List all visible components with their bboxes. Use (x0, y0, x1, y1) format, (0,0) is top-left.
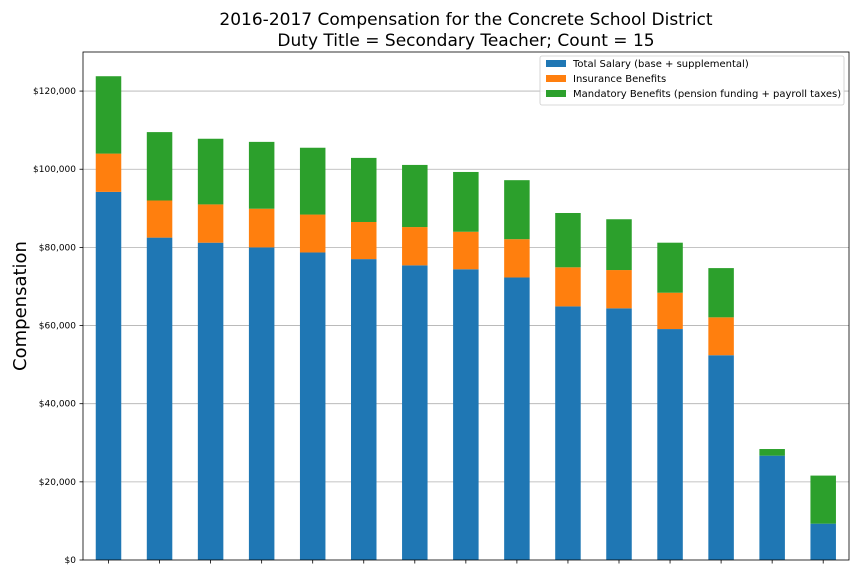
bar-segment (248, 208, 275, 248)
bar-segment (402, 265, 428, 560)
bar-segment (197, 138, 224, 205)
legend-swatch (546, 75, 566, 82)
bar-segment (708, 317, 734, 356)
bar-segment (95, 153, 122, 192)
y-tick-label: $100,000 (33, 165, 76, 175)
y-tick-label: $120,000 (33, 87, 76, 97)
bars (95, 76, 836, 561)
y-tick-label: $40,000 (39, 400, 76, 410)
bar-segment (146, 200, 173, 238)
bar-segment (351, 157, 377, 222)
legend-label: Mandatory Benefits (pension funding + pa… (573, 89, 841, 100)
bar-segment (504, 239, 530, 278)
bar-segment (555, 267, 581, 307)
legend-swatch (546, 60, 566, 67)
bar-segment (402, 227, 428, 266)
bar-segment (299, 252, 326, 561)
bar-segment (95, 76, 122, 154)
legend: Total Salary (base + supplemental) Insura… (539, 55, 845, 106)
x-axis-ticks (108, 560, 824, 564)
bar-segment (299, 147, 326, 215)
bar-segment (708, 268, 734, 318)
legend-label: Total Salary (base + supplemental) (572, 59, 749, 70)
bar-segment (759, 449, 785, 456)
bar-segment (453, 171, 479, 232)
y-tick-label: $20,000 (39, 478, 76, 488)
bar-segment (810, 523, 836, 560)
bar-segment (708, 355, 734, 560)
y-axis-ticks: $0 $20,000 $40,000 $60,000 $80,000 $100,000 $1… (33, 87, 83, 566)
bar-segment (351, 259, 377, 560)
bar-segment (657, 292, 683, 330)
y-tick-label: $60,000 (39, 322, 76, 332)
legend-label: Insurance Benefits (573, 74, 666, 85)
bar-segment (504, 180, 530, 240)
bar-segment (555, 306, 581, 560)
bar-segment (248, 141, 275, 209)
chart-title-line-2: Duty Title = Secondary Teacher; Count = … (277, 31, 654, 51)
y-axis-label: Compensation (10, 241, 31, 371)
bar-segment (95, 191, 122, 560)
legend-box (539, 55, 845, 106)
y-tick-label: $0 (65, 556, 77, 566)
bar-segment (759, 455, 785, 560)
bar-segment (146, 132, 173, 201)
legend-swatch (546, 90, 566, 97)
bar-segment (657, 329, 683, 560)
chart-title-line-1: 2016-2017 Compensation for the Concrete … (219, 10, 712, 30)
bar-segment (606, 270, 632, 309)
bar-segment (453, 269, 479, 560)
bar-segment (146, 237, 173, 560)
bar-segment (657, 242, 683, 293)
bar-segment (402, 164, 428, 228)
bar-segment (453, 231, 479, 270)
bar-segment (197, 204, 224, 243)
bar-segment (606, 219, 632, 271)
bar-segment (299, 214, 326, 253)
bar-segment (504, 277, 530, 560)
bar-segment (248, 247, 275, 560)
bar-segment (606, 308, 632, 560)
y-tick-label: $80,000 (39, 243, 76, 253)
bar-segment (810, 475, 836, 524)
bar-segment (351, 221, 377, 260)
bar-segment (197, 242, 224, 561)
bar-segment (555, 212, 581, 268)
